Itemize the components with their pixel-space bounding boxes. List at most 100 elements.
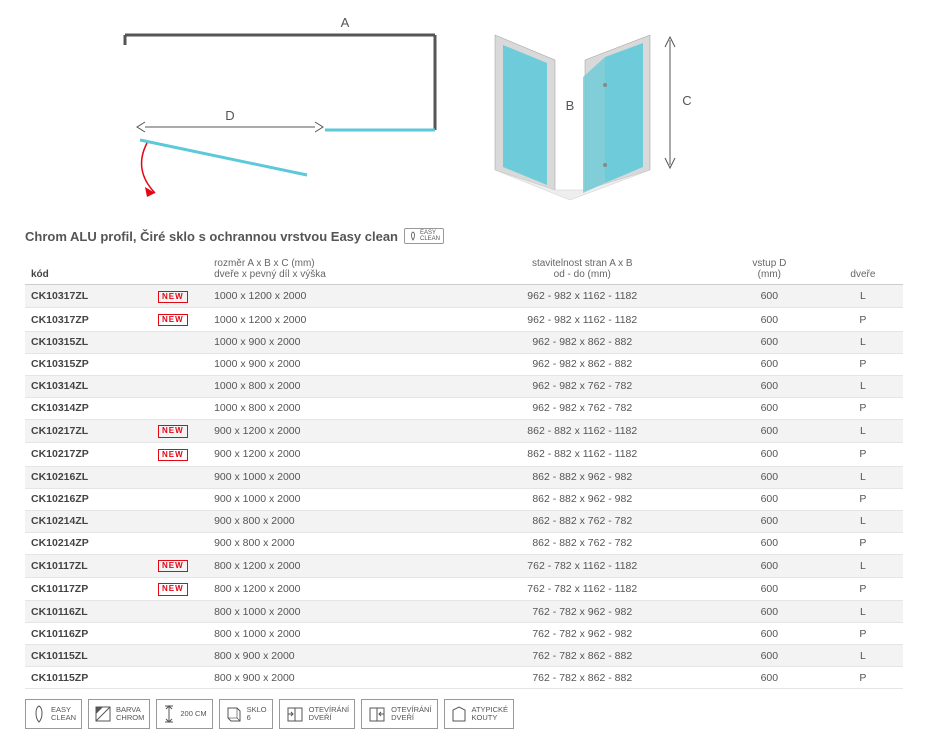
code-cell: CK10115ZL: [25, 645, 152, 667]
col-header-door: dveře: [823, 254, 903, 285]
size-cell: 800 x 1200 x 2000: [208, 554, 449, 577]
table-row: CK10116ZP800 x 1000 x 2000762 - 782 x 96…: [25, 623, 903, 645]
feature-200cm: 200 CM: [156, 699, 212, 729]
new-badge: NEW: [158, 425, 188, 437]
adjust-cell: 862 - 882 x 962 - 982: [449, 466, 716, 488]
code-cell: CK10314ZL: [25, 375, 152, 397]
table-row: CK10214ZP900 x 800 x 2000862 - 882 x 762…: [25, 532, 903, 554]
svg-text:B: B: [566, 98, 575, 113]
badge-cell: [152, 331, 208, 353]
easy-clean-icon: EASY CLEAN: [404, 228, 444, 244]
badge-cell: [152, 375, 208, 397]
table-row: CK10317ZLNEW1000 x 1200 x 2000962 - 982 …: [25, 285, 903, 308]
code-cell: CK10216ZP: [25, 488, 152, 510]
size-cell: 800 x 1000 x 2000: [208, 623, 449, 645]
d-cell: 600: [716, 577, 823, 600]
svg-text:D: D: [225, 108, 234, 123]
adjust-cell: 862 - 882 x 762 - 782: [449, 510, 716, 532]
adjust-cell: 962 - 982 x 1162 - 1182: [449, 308, 716, 331]
badge-cell: NEW: [152, 285, 208, 308]
feature-otevirani-dveri-2: OTEVÍRÁNÍDVEŘÍ: [361, 699, 437, 729]
table-row: CK10217ZLNEW900 x 1200 x 2000862 - 882 x…: [25, 419, 903, 442]
new-badge: NEW: [158, 314, 188, 326]
plan-view-diagram: A D: [85, 15, 445, 208]
door-cell: P: [823, 397, 903, 419]
size-cell: 1000 x 800 x 2000: [208, 375, 449, 397]
size-cell: 800 x 900 x 2000: [208, 645, 449, 667]
d-cell: 600: [716, 397, 823, 419]
col-header-d: vstup D (mm): [716, 254, 823, 285]
table-row: CK10214ZL900 x 800 x 2000862 - 882 x 762…: [25, 510, 903, 532]
d-cell: 600: [716, 353, 823, 375]
door-cell: L: [823, 554, 903, 577]
code-cell: CK10116ZP: [25, 623, 152, 645]
adjust-cell: 762 - 782 x 1162 - 1182: [449, 554, 716, 577]
size-cell: 1000 x 800 x 2000: [208, 397, 449, 419]
code-cell: CK10117ZP: [25, 577, 152, 600]
door-cell: L: [823, 375, 903, 397]
table-row: CK10117ZPNEW800 x 1200 x 2000762 - 782 x…: [25, 577, 903, 600]
table-row: CK10314ZP1000 x 800 x 2000962 - 982 x 76…: [25, 397, 903, 419]
badge-cell: [152, 623, 208, 645]
d-cell: 600: [716, 601, 823, 623]
code-cell: CK10317ZL: [25, 285, 152, 308]
d-cell: 600: [716, 510, 823, 532]
new-badge: NEW: [158, 291, 188, 303]
d-cell: 600: [716, 308, 823, 331]
feature-barva-chrom: BARVACHROM: [88, 699, 150, 729]
size-cell: 900 x 1200 x 2000: [208, 443, 449, 466]
table-row: CK10116ZL800 x 1000 x 2000762 - 782 x 96…: [25, 601, 903, 623]
table-row: CK10317ZPNEW1000 x 1200 x 2000962 - 982 …: [25, 308, 903, 331]
d-cell: 600: [716, 331, 823, 353]
size-cell: 900 x 800 x 2000: [208, 510, 449, 532]
d-cell: 600: [716, 466, 823, 488]
adjust-cell: 762 - 782 x 862 - 882: [449, 645, 716, 667]
size-cell: 900 x 1000 x 2000: [208, 488, 449, 510]
code-cell: CK10214ZP: [25, 532, 152, 554]
door-cell: L: [823, 466, 903, 488]
badge-cell: [152, 645, 208, 667]
technical-diagram: A D: [25, 10, 903, 210]
code-cell: CK10315ZP: [25, 353, 152, 375]
table-row: CK10315ZL1000 x 900 x 2000962 - 982 x 86…: [25, 331, 903, 353]
code-cell: CK10217ZL: [25, 419, 152, 442]
adjust-cell: 862 - 882 x 962 - 982: [449, 488, 716, 510]
door-cell: L: [823, 510, 903, 532]
d-cell: 600: [716, 285, 823, 308]
adjust-cell: 962 - 982 x 762 - 782: [449, 397, 716, 419]
badge-cell: [152, 510, 208, 532]
code-cell: CK10317ZP: [25, 308, 152, 331]
door-cell: L: [823, 645, 903, 667]
door-cell: P: [823, 532, 903, 554]
adjust-cell: 962 - 982 x 862 - 882: [449, 331, 716, 353]
table-row: CK10314ZL1000 x 800 x 2000962 - 982 x 76…: [25, 375, 903, 397]
svg-text:A: A: [341, 15, 350, 30]
badge-cell: NEW: [152, 308, 208, 331]
section-title: Chrom ALU profil, Čiré sklo s ochrannou …: [25, 229, 398, 244]
d-cell: 600: [716, 623, 823, 645]
col-header-code: kód: [25, 254, 152, 285]
badge-cell: [152, 466, 208, 488]
table-row: CK10217ZPNEW900 x 1200 x 2000862 - 882 x…: [25, 443, 903, 466]
feature-easy-clean: EASYCLEAN: [25, 699, 82, 729]
table-row: CK10315ZP1000 x 900 x 2000962 - 982 x 86…: [25, 353, 903, 375]
adjust-cell: 862 - 882 x 1162 - 1182: [449, 443, 716, 466]
d-cell: 600: [716, 419, 823, 442]
feature-otevirani-dveri-1: OTEVÍRÁNÍDVEŘÍ: [279, 699, 355, 729]
code-cell: CK10116ZL: [25, 601, 152, 623]
feature-icons-row: EASYCLEANBARVACHROM200 CMSKLO6OTEVÍRÁNÍD…: [25, 689, 903, 729]
badge-cell: [152, 353, 208, 375]
new-badge: NEW: [158, 560, 188, 572]
d-cell: 600: [716, 554, 823, 577]
badge-cell: [152, 601, 208, 623]
door-cell: L: [823, 419, 903, 442]
code-cell: CK10216ZL: [25, 466, 152, 488]
door-cell: L: [823, 601, 903, 623]
door-cell: L: [823, 285, 903, 308]
col-header-adjust: stavitelnost stran A x B od - do (mm): [449, 254, 716, 285]
perspective-view-diagram: B C: [485, 15, 745, 208]
badge-cell: NEW: [152, 554, 208, 577]
table-row: CK10216ZP 900 x 1000 x 2000862 - 882 x 96…: [25, 488, 903, 510]
door-cell: P: [823, 443, 903, 466]
adjust-cell: 762 - 782 x 1162 - 1182: [449, 577, 716, 600]
